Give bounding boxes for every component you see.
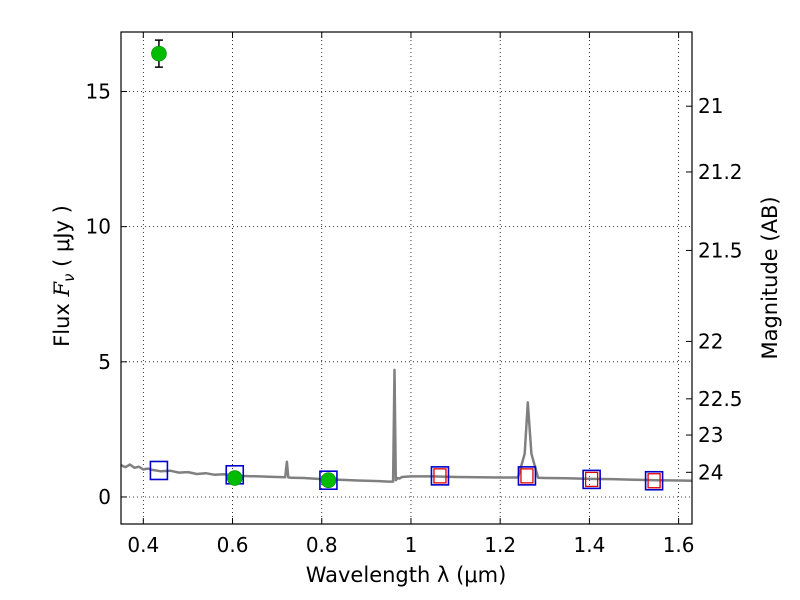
observed-flux-point: [320, 472, 337, 489]
model-spectrum-line: [120, 368, 693, 483]
observed-flux-point: [226, 470, 243, 486]
x-tick-label: 0.6: [217, 533, 249, 557]
upper-limit-marker: [433, 468, 447, 484]
magnitude-tick-label: 22: [698, 329, 723, 353]
magnitude-tick-label: 21.2: [698, 160, 743, 184]
y-tick-label: 15: [86, 79, 111, 103]
y-tick-label: 5: [98, 350, 111, 374]
model-flux-marker: [149, 460, 169, 481]
y-axis-label-prefix: Flux: [50, 297, 74, 347]
magnitude-tick-label: 23: [698, 423, 723, 447]
magnitude-tick-label: 24: [698, 460, 723, 484]
upper-limit-marker: [647, 473, 661, 489]
y2-axis-label: Magnitude (AB): [758, 196, 782, 359]
model-flux-marker: [430, 466, 450, 486]
plot-area-frame: [120, 31, 693, 525]
x-tick-label: 0.8: [306, 533, 338, 557]
axis-ticks: 0.4 0.6 0.8 1 1.2 1.4 1.6 0 5 10 15 21 21.2 21.5 22 22.…: [86, 32, 743, 557]
model-flux-marker: [517, 466, 537, 486]
y-axis-label-subscript: ν: [60, 274, 78, 282]
magnitude-tick-label: 21: [698, 94, 723, 118]
model-flux-marker: [319, 470, 338, 491]
x-axis-label: Wavelength λ (μm): [306, 563, 507, 587]
upper-limit-marker: [584, 471, 599, 488]
observed-flux-point: [151, 45, 167, 62]
x-tick-label: 1: [405, 533, 418, 557]
y-axis-label-symbol: F: [50, 281, 74, 298]
marker-layer: [149, 39, 664, 491]
magnitude-tick-label: 22.5: [698, 387, 743, 411]
y-axis-label-suffix: ( μJy ): [50, 205, 74, 273]
y-tick-label: 0: [98, 485, 111, 509]
x-tick-label: 1.4: [573, 533, 605, 557]
upper-limit-marker: [520, 468, 534, 484]
x-tick-label: 1.2: [484, 533, 516, 557]
y-tick-label: 10: [86, 215, 111, 239]
x-tick-label: 0.4: [127, 533, 159, 557]
magnitude-tick-label: 21.5: [698, 238, 743, 262]
model-flux-marker: [582, 469, 601, 490]
model-flux-marker: [644, 470, 664, 491]
grid-lines: [121, 32, 692, 524]
x-tick-label: 1.6: [663, 533, 695, 557]
spectrum-layer: [120, 368, 693, 483]
y-axis-label: Flux Fν ( μJy ): [50, 205, 78, 347]
